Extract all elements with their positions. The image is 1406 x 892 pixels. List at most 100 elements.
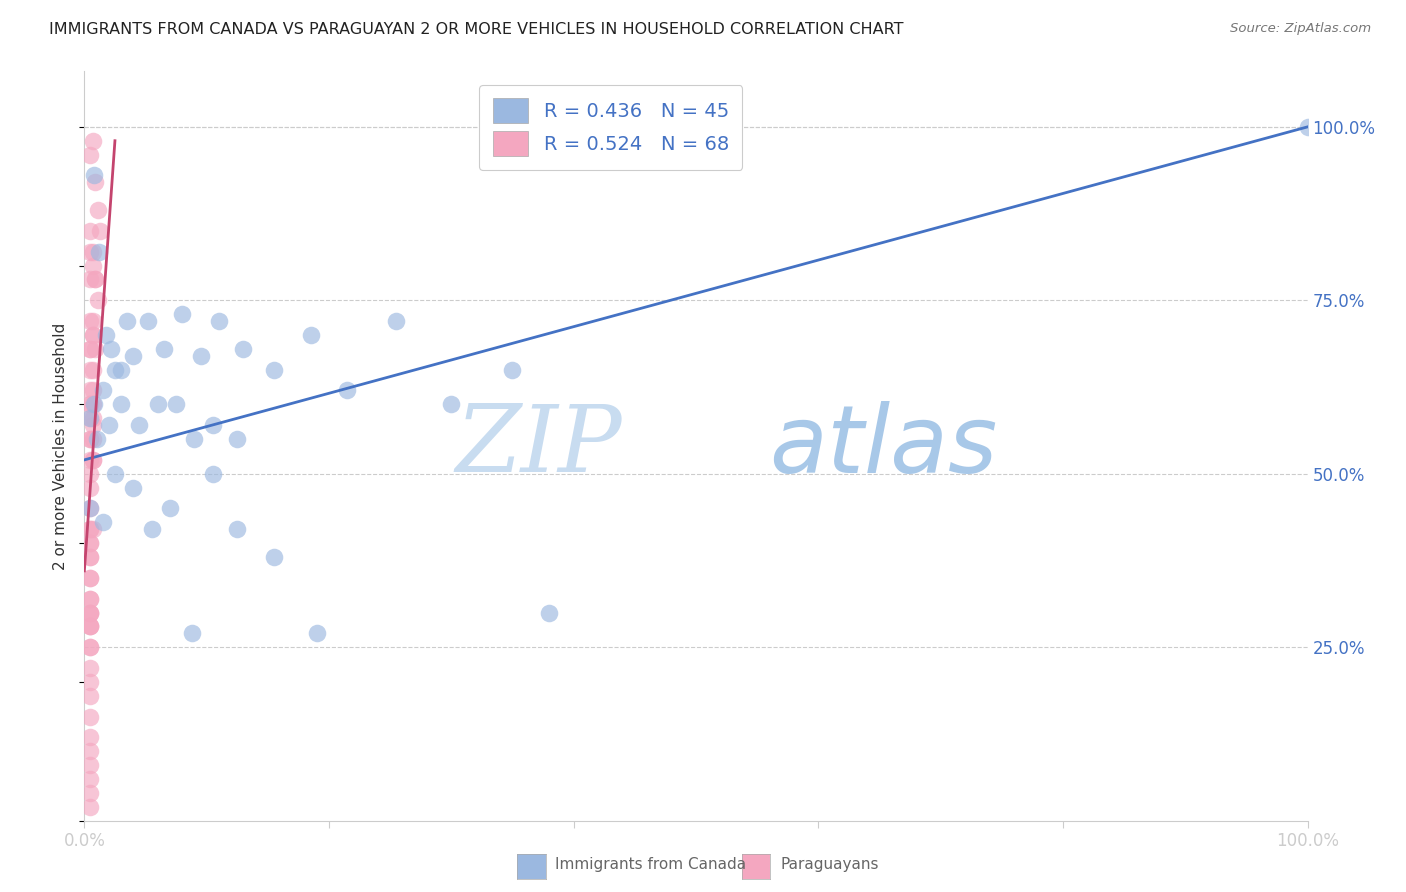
Point bbox=[82, 522, 104, 536]
Point bbox=[79, 689, 101, 703]
Legend: R = 0.436   N = 45, R = 0.524   N = 68: R = 0.436 N = 45, R = 0.524 N = 68 bbox=[479, 85, 742, 169]
Point bbox=[79, 362, 101, 376]
Point bbox=[79, 481, 101, 495]
Point bbox=[82, 328, 104, 343]
Point bbox=[79, 731, 101, 745]
Point bbox=[79, 786, 101, 800]
Point bbox=[79, 591, 101, 606]
Point bbox=[79, 549, 101, 564]
Text: Paraguayans: Paraguayans bbox=[780, 857, 879, 872]
Point bbox=[122, 349, 145, 363]
Point bbox=[82, 134, 104, 148]
Point bbox=[79, 591, 101, 606]
Point bbox=[79, 799, 101, 814]
Point bbox=[79, 536, 101, 550]
Point bbox=[83, 397, 105, 411]
Point bbox=[82, 411, 104, 425]
Point bbox=[91, 384, 114, 398]
Point bbox=[79, 674, 101, 689]
Point bbox=[82, 314, 104, 328]
Point bbox=[79, 571, 101, 585]
Point bbox=[79, 432, 101, 446]
Point bbox=[84, 342, 107, 356]
Point bbox=[87, 244, 110, 259]
Point bbox=[82, 432, 104, 446]
Point bbox=[79, 536, 101, 550]
Point bbox=[136, 314, 159, 328]
Point bbox=[141, 522, 163, 536]
Point bbox=[79, 411, 101, 425]
Point bbox=[181, 626, 204, 640]
Point bbox=[82, 453, 104, 467]
Point bbox=[79, 619, 101, 633]
Point bbox=[82, 362, 104, 376]
Point bbox=[263, 362, 285, 376]
Text: Immigrants from Canada: Immigrants from Canada bbox=[555, 857, 747, 872]
Point bbox=[84, 175, 107, 189]
Point bbox=[79, 619, 101, 633]
Point bbox=[79, 640, 101, 655]
Point bbox=[96, 328, 118, 343]
Point bbox=[336, 384, 359, 398]
Point bbox=[305, 626, 328, 640]
Point bbox=[87, 293, 110, 308]
Point bbox=[79, 772, 101, 786]
Point bbox=[104, 467, 127, 481]
Point bbox=[115, 314, 138, 328]
Point bbox=[82, 397, 104, 411]
Point bbox=[79, 709, 101, 723]
Point bbox=[190, 349, 212, 363]
Point bbox=[183, 432, 205, 446]
Point bbox=[79, 606, 101, 620]
Point bbox=[87, 203, 110, 218]
Point bbox=[79, 744, 101, 758]
Point bbox=[79, 661, 101, 675]
Point bbox=[440, 397, 463, 411]
Point bbox=[159, 501, 181, 516]
Point bbox=[79, 571, 101, 585]
Text: Source: ZipAtlas.com: Source: ZipAtlas.com bbox=[1230, 22, 1371, 36]
Point bbox=[79, 342, 101, 356]
Point bbox=[86, 432, 108, 446]
Point bbox=[146, 397, 169, 411]
Point bbox=[82, 418, 104, 433]
Point bbox=[153, 342, 176, 356]
Point bbox=[385, 314, 408, 328]
Point bbox=[79, 501, 101, 516]
Point bbox=[79, 432, 101, 446]
Y-axis label: 2 or more Vehicles in Household: 2 or more Vehicles in Household bbox=[53, 322, 69, 570]
Point bbox=[79, 453, 101, 467]
Point bbox=[79, 467, 101, 481]
Point bbox=[263, 549, 285, 564]
Point bbox=[502, 362, 524, 376]
Point bbox=[201, 467, 224, 481]
Point bbox=[79, 522, 101, 536]
Point bbox=[110, 397, 132, 411]
Point bbox=[226, 432, 249, 446]
Point bbox=[84, 272, 107, 286]
Point bbox=[172, 307, 194, 321]
Point bbox=[79, 384, 101, 398]
Point bbox=[79, 272, 101, 286]
Point bbox=[79, 147, 101, 161]
Point bbox=[226, 522, 249, 536]
Point bbox=[79, 397, 101, 411]
Point bbox=[100, 342, 122, 356]
Point bbox=[128, 418, 150, 433]
Point bbox=[82, 244, 104, 259]
Point bbox=[110, 362, 132, 376]
Point bbox=[79, 224, 101, 238]
Point bbox=[79, 501, 101, 516]
Point bbox=[165, 397, 187, 411]
Point bbox=[104, 362, 127, 376]
Point bbox=[208, 314, 231, 328]
Point bbox=[79, 640, 101, 655]
Point bbox=[97, 418, 120, 433]
Point bbox=[79, 549, 101, 564]
Point bbox=[82, 328, 104, 343]
Point bbox=[84, 272, 107, 286]
Point bbox=[79, 244, 101, 259]
Point bbox=[79, 522, 101, 536]
Point bbox=[82, 453, 104, 467]
Point bbox=[91, 516, 114, 530]
